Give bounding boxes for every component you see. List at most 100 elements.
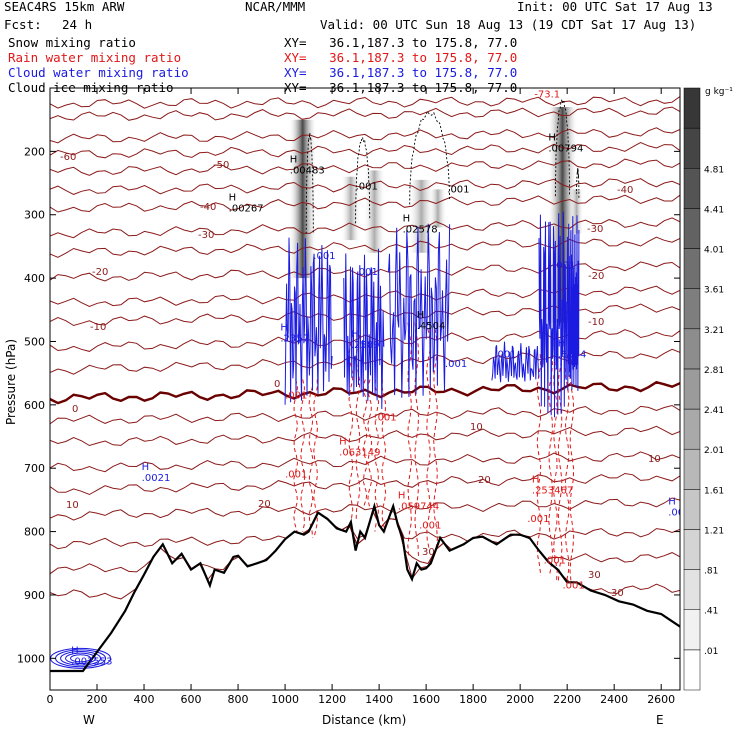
- rain-contour: [367, 379, 373, 507]
- y-tick-label: 1000: [17, 652, 45, 665]
- x-tick-label: 400: [134, 693, 155, 706]
- maximum-marker: H: [280, 322, 288, 333]
- x-tick-label: 2000: [506, 693, 534, 706]
- colorbar-tick-label: 2.41: [704, 406, 724, 416]
- x-tick-label: 1200: [318, 693, 346, 706]
- maximum-value-label: .4504: [417, 321, 446, 332]
- rain-contour: [300, 379, 306, 532]
- colorbar-segment: [683, 328, 701, 370]
- isotherm-label: 30: [611, 588, 624, 599]
- forecast-label: Fcst:: [4, 17, 42, 32]
- maximum-value-label: .059744: [398, 501, 439, 512]
- cloud-water-contour: [566, 215, 580, 391]
- isotherm-line: [50, 217, 680, 239]
- contour-value-label: .001: [313, 251, 335, 262]
- rain-contour: [433, 328, 438, 551]
- rain-contour: [414, 322, 420, 557]
- colorbar-tick-label: .81: [704, 567, 718, 577]
- isotherm-line: [50, 96, 680, 109]
- contour-value-label: .001: [527, 514, 549, 525]
- shaded-column: [340, 176, 361, 241]
- cloud-water-contour: [538, 211, 568, 418]
- x-tick-label: 2200: [553, 693, 581, 706]
- rain-contour: [548, 354, 554, 576]
- isotherm-label: -20: [588, 271, 604, 282]
- cloud-water-contour: [65, 652, 97, 665]
- rain-contour: [348, 334, 354, 519]
- isotherm-label: 20: [258, 499, 271, 510]
- isotherm-line: [50, 510, 680, 550]
- east-label: E: [656, 713, 664, 727]
- rain-contour: [407, 322, 413, 557]
- y-tick-label: 900: [24, 589, 45, 602]
- isotherm-line: [50, 497, 680, 521]
- isotherm-line: [50, 380, 680, 405]
- x-tick-label: 1000: [271, 693, 299, 706]
- x-axis-title: Distance (km): [322, 713, 407, 727]
- cloud-ice-contour: [576, 167, 580, 199]
- colorbar-segment: [683, 448, 701, 490]
- shaded-column: [288, 119, 317, 279]
- x-tick-label: 1600: [412, 693, 440, 706]
- maximum-value-label: .007553: [71, 657, 112, 668]
- x-tick-label: 600: [181, 693, 202, 706]
- colorbar-tick-label: 3.21: [704, 326, 724, 336]
- maximum-marker: H: [417, 310, 425, 321]
- colorbar-tick-label: 1.21: [704, 526, 724, 536]
- y-tick-label: 300: [24, 209, 45, 222]
- y-axis-title: Pressure (hPa): [4, 338, 18, 426]
- isotherm-label: 0: [274, 379, 280, 390]
- contour-value-label: .001: [447, 185, 469, 196]
- maximum-value-label: .002: [668, 508, 690, 519]
- colorbar-tick-label: 3.61: [704, 286, 724, 296]
- cloud-water-contour: [388, 223, 451, 398]
- colorbar-segment: [683, 408, 701, 450]
- rain-contour: [362, 379, 368, 507]
- maximum-value-label: .2357: [280, 333, 309, 344]
- y-tick-label: 500: [24, 335, 45, 348]
- colorbar-tick-label: 4.41: [704, 205, 724, 215]
- contour-value-label: .001: [419, 520, 441, 531]
- colorbar-tick-label: 1.61: [704, 486, 724, 496]
- y-tick-label: 700: [24, 462, 45, 475]
- maximum-marker: H: [403, 213, 411, 224]
- isotherm-label: -30: [198, 230, 214, 241]
- isotherm-line: [50, 451, 680, 473]
- cloud-water-contour: [70, 654, 92, 663]
- isotherm-line: [50, 158, 680, 176]
- x-tick-label: 2400: [600, 693, 628, 706]
- legend-rain: Rain water mixing ratio: [8, 50, 182, 65]
- colorbar-segment: [683, 168, 701, 209]
- isotherm-line: [50, 510, 680, 575]
- isotherm-line: [50, 178, 680, 195]
- colorbar-segment: [683, 649, 701, 691]
- colorbar-segment: [683, 288, 701, 330]
- x-tick-label: 1400: [365, 693, 393, 706]
- y-tick-label: 600: [24, 399, 45, 412]
- isotherm-line: [50, 472, 680, 496]
- rain-contour: [308, 379, 314, 538]
- cloud-ice-contour: [355, 136, 371, 224]
- colorbar-segment: [683, 368, 701, 410]
- maximum-value-label: .00483: [290, 166, 325, 177]
- cloud-ice-contour: [409, 110, 451, 205]
- cloud-water-contour: [343, 248, 385, 410]
- isotherm-label: 0: [72, 404, 78, 415]
- isotherm-line: [50, 404, 680, 425]
- shaded-column: [428, 189, 447, 228]
- colorbar-tick-label: .01: [704, 647, 718, 657]
- maximum-value-label: .6554: [558, 349, 587, 360]
- legend-cloud-water-xy: XY= 36.1,187.3 to 175.8, 77.0: [284, 65, 518, 80]
- colorbar-tick-label: .41: [704, 607, 718, 617]
- rain-contour: [564, 354, 570, 583]
- isotherm-label: 20: [478, 475, 491, 486]
- isotherm-label: -60: [60, 152, 76, 163]
- isotherm-label: 30: [588, 570, 601, 581]
- contour-value-label: .001: [356, 181, 378, 192]
- maximum-value-label: .0021: [142, 473, 171, 484]
- maximum-marker: H: [229, 193, 237, 204]
- rain-contour: [569, 354, 575, 583]
- colorbar-segment: [683, 489, 701, 530]
